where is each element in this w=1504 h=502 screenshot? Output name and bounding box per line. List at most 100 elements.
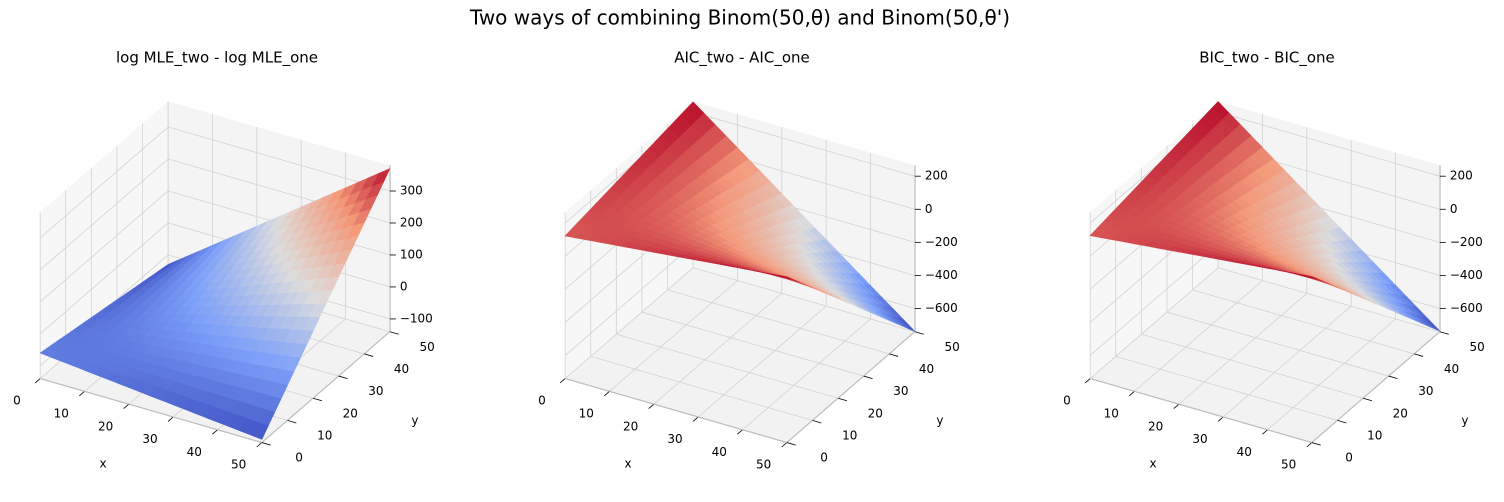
z-tick-label: 100 [400,247,423,261]
grid-line [641,311,864,377]
z-tick-label: 200 [400,215,423,229]
x-tick [256,442,263,448]
y-tick-label: 40 [394,362,409,376]
y-tick [914,331,924,335]
pane [1090,267,1440,443]
grid-line [1267,318,1396,431]
x-tick-label: 0 [13,394,21,408]
y-tick-label: 0 [1345,451,1353,465]
x-tick-label: 50 [1281,458,1296,472]
x-tick [737,429,743,435]
x-axis-label: x [99,457,106,471]
x-tick-label: 10 [579,406,594,420]
x-tick [123,403,130,409]
x-tick [1306,442,1313,448]
z-tick-label: −200 [1450,235,1483,249]
y-tick [364,353,374,357]
z-tick-label: 0 [400,279,408,293]
x-tick [1129,391,1135,397]
y-tick-label: 20 [343,406,358,420]
x-axis-label: x [624,457,631,471]
grid-line [786,331,916,443]
x-tick [692,416,699,422]
y-tick-label: 0 [820,451,828,465]
y-tick-label: 0 [295,451,303,465]
z-tick-label: 300 [400,184,423,198]
pane [40,101,169,379]
z-tick-label: −200 [925,235,958,249]
x-tick [167,416,174,422]
y-axis-label: y [1461,414,1468,428]
x-tick-label: 40 [712,445,727,459]
y-tick-label: 50 [419,340,434,354]
subplot-title: AIC_two - AIC_one [674,49,810,68]
y-tick-label: 30 [893,384,908,398]
x-tick [1262,429,1268,435]
grid-line [1218,111,1440,177]
grid-line [39,158,169,271]
grid-line [564,267,694,379]
x-tick-label: 0 [538,394,546,408]
grid-line [39,190,169,303]
grid-line [1115,356,1338,421]
grid-line [1178,293,1308,405]
x-tick [1217,416,1224,422]
y-tick [287,420,297,424]
grid-line [564,244,694,356]
grid-line [1089,267,1219,379]
grid-line [742,318,871,431]
z-tick-label: −100 [400,311,433,325]
y-tick-label: 10 [1367,428,1382,442]
grid-line [1166,311,1389,377]
x-tick-label: 20 [623,419,638,433]
y-tick-label: 20 [868,406,883,420]
z-tick-label: −400 [1450,268,1483,282]
y-tick-label: 50 [944,340,959,354]
z-tick-label: 200 [925,169,948,183]
x-tick [559,378,566,384]
x-tick [604,391,610,397]
subplot: AIC_two - AIC_one 0 10 20 30 40 50 0 10 20 30 40 50 −… [538,49,960,472]
surface-patch [775,274,794,280]
x-tick-label: 30 [667,432,682,446]
grid-line [693,111,915,177]
y-tick [863,375,873,379]
grid-line [609,280,738,392]
y-tick-label: 10 [317,428,332,442]
y-tick [1388,375,1398,379]
grid-line [616,333,839,399]
x-tick-label: 10 [1104,406,1119,420]
grid-line [1222,305,1352,418]
pane [565,267,915,443]
x-axis-label: x [1149,457,1156,471]
y-tick [889,353,899,357]
y-tick-label: 30 [368,384,383,398]
x-tick-label: 20 [98,419,113,433]
y-tick [312,397,323,402]
x-tick [34,378,41,384]
x-tick-label: 50 [756,458,771,472]
grid-line [653,293,783,405]
x-tick-label: 30 [142,432,157,446]
y-tick-label: 50 [1469,340,1484,354]
grid-line [39,126,169,239]
surface-patch [1300,274,1319,280]
x-tick [1173,403,1180,409]
y-tick [786,442,796,446]
subplot: BIC_two - BIC_one 0 10 20 30 40 50 0 10 20 30 40 50 −… [1063,49,1485,472]
grid-line [667,289,890,355]
x-tick [781,442,788,448]
grid-line [1090,378,1312,443]
x-tick-label: 40 [187,445,202,459]
y-tick [1439,331,1449,335]
grid-line [697,305,827,418]
figure-title: Two ways of combining Binom(50,θ) and Bi… [469,6,1010,30]
grid-line [40,378,262,443]
y-tick [338,375,348,379]
y-tick-label: 30 [1418,384,1433,398]
x-tick [79,391,85,397]
x-tick-label: 40 [1237,445,1252,459]
x-tick-label: 20 [1148,419,1163,433]
x-tick [648,403,655,409]
